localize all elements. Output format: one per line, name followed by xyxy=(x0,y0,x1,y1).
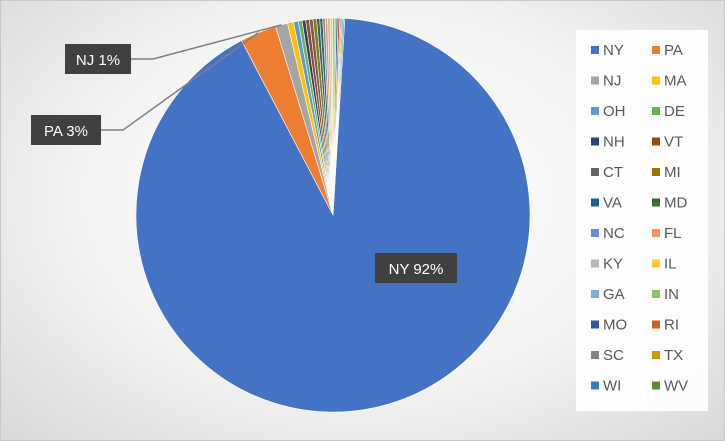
legend-label-ct: CT xyxy=(603,164,623,181)
legend-swatch-il xyxy=(652,259,660,268)
legend-swatch-mo xyxy=(591,320,599,329)
legend-swatch-nh xyxy=(591,137,599,146)
legend-label-ky: KY xyxy=(603,256,623,273)
legend-label-mi: MI xyxy=(664,164,681,181)
legend-swatch-wi xyxy=(591,381,599,390)
legend-label-nh: NH xyxy=(603,134,625,151)
legend-label-md: MD xyxy=(664,195,687,212)
legend-swatch-nj xyxy=(591,76,599,85)
legend-box xyxy=(576,30,708,411)
legend-swatch-ky xyxy=(591,259,599,268)
data-label-ny: NY 92% xyxy=(389,261,444,278)
legend-swatch-ct xyxy=(591,168,599,176)
legend-swatch-va xyxy=(591,198,599,207)
legend-label-mo: MO xyxy=(603,317,627,334)
legend-label-il: IL xyxy=(664,256,677,273)
legend-swatch-oh xyxy=(591,107,599,115)
legend-swatch-sc xyxy=(591,351,599,359)
data-label-pa: PA 3% xyxy=(44,123,88,140)
legend-label-tx: TX xyxy=(664,347,683,364)
legend-swatch-nc xyxy=(591,229,599,237)
legend-label-wv: WV xyxy=(664,378,688,395)
legend-swatch-fl xyxy=(652,229,660,237)
legend-swatch-de xyxy=(652,107,660,115)
legend-label-vt: VT xyxy=(664,134,683,151)
legend-label-nj: NJ xyxy=(603,73,621,90)
leader-line-pa xyxy=(101,32,259,131)
leader-line-nj xyxy=(131,24,282,60)
data-label-box-nj xyxy=(65,44,131,74)
legend-label-sc: SC xyxy=(603,347,624,364)
legend-label-ma: MA xyxy=(664,73,687,90)
legend-label-fl: FL xyxy=(664,225,682,242)
legend-swatch-wv xyxy=(652,381,660,390)
pie-slice-wv xyxy=(332,17,346,216)
legend-label-nc: NC xyxy=(603,225,625,242)
legend-swatch-in xyxy=(652,290,660,298)
legend-label-wi: WI xyxy=(603,378,621,395)
legend-swatch-ma xyxy=(652,76,660,85)
legend-swatch-pa xyxy=(652,46,660,54)
legend-label-va: VA xyxy=(603,195,622,212)
data-label-box-pa xyxy=(31,115,101,145)
legend-label-ri: RI xyxy=(664,317,679,334)
legend-label-oh: OH xyxy=(603,103,626,120)
legend-label-de: DE xyxy=(664,103,685,120)
legend-label-pa: PA xyxy=(664,42,683,59)
data-label-nj: NJ 1% xyxy=(76,52,120,69)
pie-slice-ny xyxy=(135,18,531,413)
legend-label-in: IN xyxy=(664,286,679,303)
legend-label-ga: GA xyxy=(603,286,625,303)
data-label-box-ny xyxy=(375,253,457,283)
legend-swatch-ny xyxy=(591,46,599,54)
legend-label-ny: NY xyxy=(603,42,624,59)
legend-swatch-md xyxy=(652,198,660,207)
legend-swatch-vt xyxy=(652,137,660,146)
legend-swatch-ga xyxy=(591,290,599,298)
legend-swatch-ri xyxy=(652,320,660,329)
legend-swatch-tx xyxy=(652,351,660,359)
legend-swatch-mi xyxy=(652,168,660,176)
